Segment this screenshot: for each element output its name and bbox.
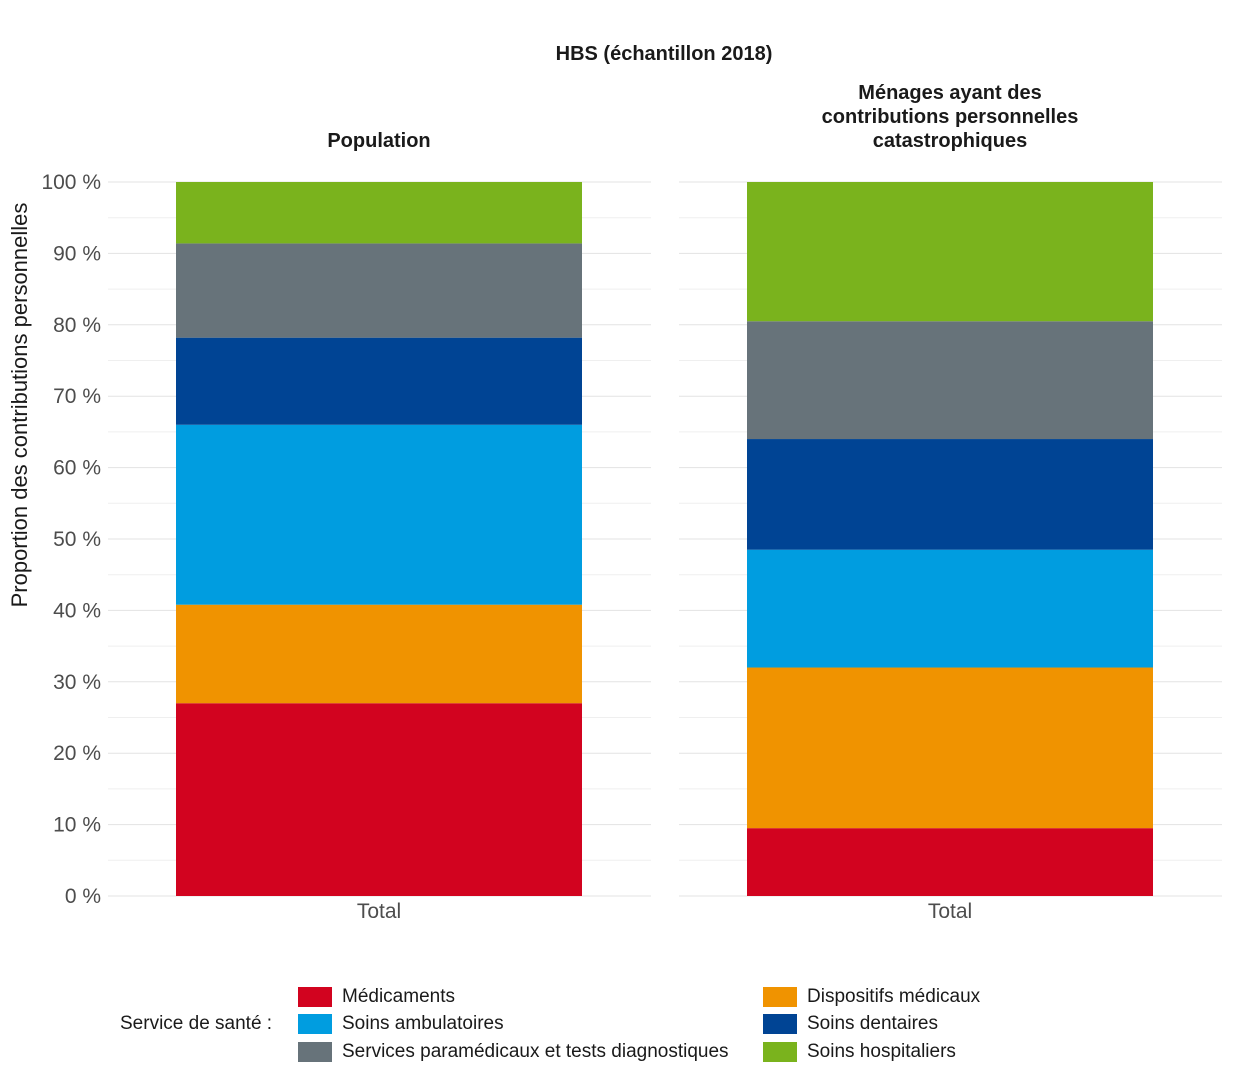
bar-segment: [176, 337, 582, 425]
y-tick-label: 60 %: [53, 457, 101, 480]
legend-label: Médicaments: [342, 986, 455, 1007]
panel-title-line: catastrophiques: [873, 130, 1027, 152]
panel-title-line: Ménages ayant des: [858, 82, 1041, 104]
y-tick-label: 20 %: [53, 742, 101, 765]
bar-segment: [176, 424, 582, 605]
bar-segment: [747, 182, 1153, 322]
bar-segment: [176, 182, 582, 244]
y-tick-label: 70 %: [53, 385, 101, 408]
y-tick-label: 40 %: [53, 599, 101, 622]
panel-title-line: contributions personnelles: [822, 106, 1079, 128]
bar-segment: [176, 604, 582, 704]
legend-swatch: [298, 987, 332, 1007]
y-tick-label: 30 %: [53, 671, 101, 694]
legend-swatch: [763, 1042, 797, 1062]
y-tick-label: 80 %: [53, 314, 101, 337]
legend-item: Soins dentaires: [763, 1013, 938, 1035]
legend-label: Dispositifs médicaux: [807, 986, 981, 1007]
legend-title: Service de santé :: [120, 1013, 273, 1034]
bar-segment: [747, 667, 1153, 829]
legend-swatch: [763, 1014, 797, 1034]
legend-item: Médicaments: [298, 986, 455, 1008]
bar-segment: [176, 703, 582, 896]
bar-segment: [747, 439, 1153, 550]
y-tick-label: 10 %: [53, 814, 101, 837]
y-tick-label: 50 %: [53, 528, 101, 551]
legend-label: Services paramédicaux et tests diagnosti…: [342, 1041, 729, 1062]
legend-label: Soins dentaires: [807, 1013, 938, 1034]
legend-label: Soins ambulatoires: [342, 1013, 504, 1034]
legend-item: Services paramédicaux et tests diagnosti…: [298, 1041, 729, 1063]
panel-title-line: Population: [327, 130, 430, 152]
y-axis-label: Proportion des contributions personnelle…: [7, 203, 32, 608]
legend-swatch: [298, 1042, 332, 1062]
legend-item: Soins hospitaliers: [763, 1041, 956, 1063]
x-tick-label: Total: [928, 900, 972, 923]
bar-segment: [747, 828, 1153, 896]
bar-segment: [747, 321, 1153, 440]
bar-segment: [176, 243, 582, 338]
legend-label: Soins hospitaliers: [807, 1041, 956, 1062]
y-tick-label: 0 %: [65, 885, 101, 908]
x-tick-label: Total: [357, 900, 401, 923]
y-tick-label: 90 %: [53, 242, 101, 265]
legend-item: Soins ambulatoires: [298, 1013, 504, 1035]
legend-swatch: [298, 1014, 332, 1034]
bar-segment: [747, 549, 1153, 668]
legend-swatch: [763, 987, 797, 1007]
y-tick-label: 100 %: [41, 171, 101, 194]
chart-title: HBS (échantillon 2018): [556, 43, 773, 65]
legend-item: Dispositifs médicaux: [763, 986, 980, 1008]
